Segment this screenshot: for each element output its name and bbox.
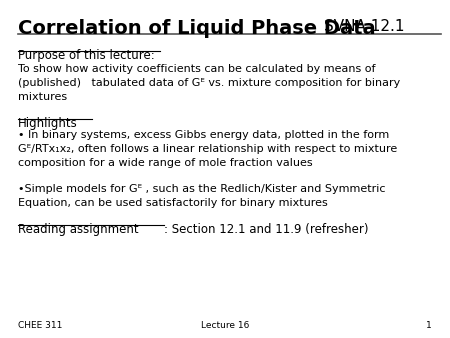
Text: SVNA 12.1: SVNA 12.1: [324, 19, 405, 33]
Text: : Section 12.1 and 11.9 (refresher): : Section 12.1 and 11.9 (refresher): [164, 223, 369, 236]
Text: • In binary systems, excess Gibbs energy data, plotted in the form
Gᴱ/RTx₁x₂, of: • In binary systems, excess Gibbs energy…: [18, 130, 397, 168]
Text: CHEE 311: CHEE 311: [18, 320, 63, 330]
Text: 1: 1: [426, 320, 432, 330]
Text: Correlation of Liquid Phase Data: Correlation of Liquid Phase Data: [18, 19, 376, 38]
Text: Reading assignment: Reading assignment: [18, 223, 139, 236]
Text: Lecture 16: Lecture 16: [201, 320, 249, 330]
Text: Purpose of this lecture:: Purpose of this lecture:: [18, 49, 155, 62]
Text: To show how activity coefficients can be calculated by means of
(published)   ta: To show how activity coefficients can be…: [18, 64, 400, 101]
Text: Highlights: Highlights: [18, 117, 78, 129]
Text: •Simple models for Gᴱ , such as the Redlich/Kister and Symmetric
Equation, can b: •Simple models for Gᴱ , such as the Redl…: [18, 184, 386, 208]
